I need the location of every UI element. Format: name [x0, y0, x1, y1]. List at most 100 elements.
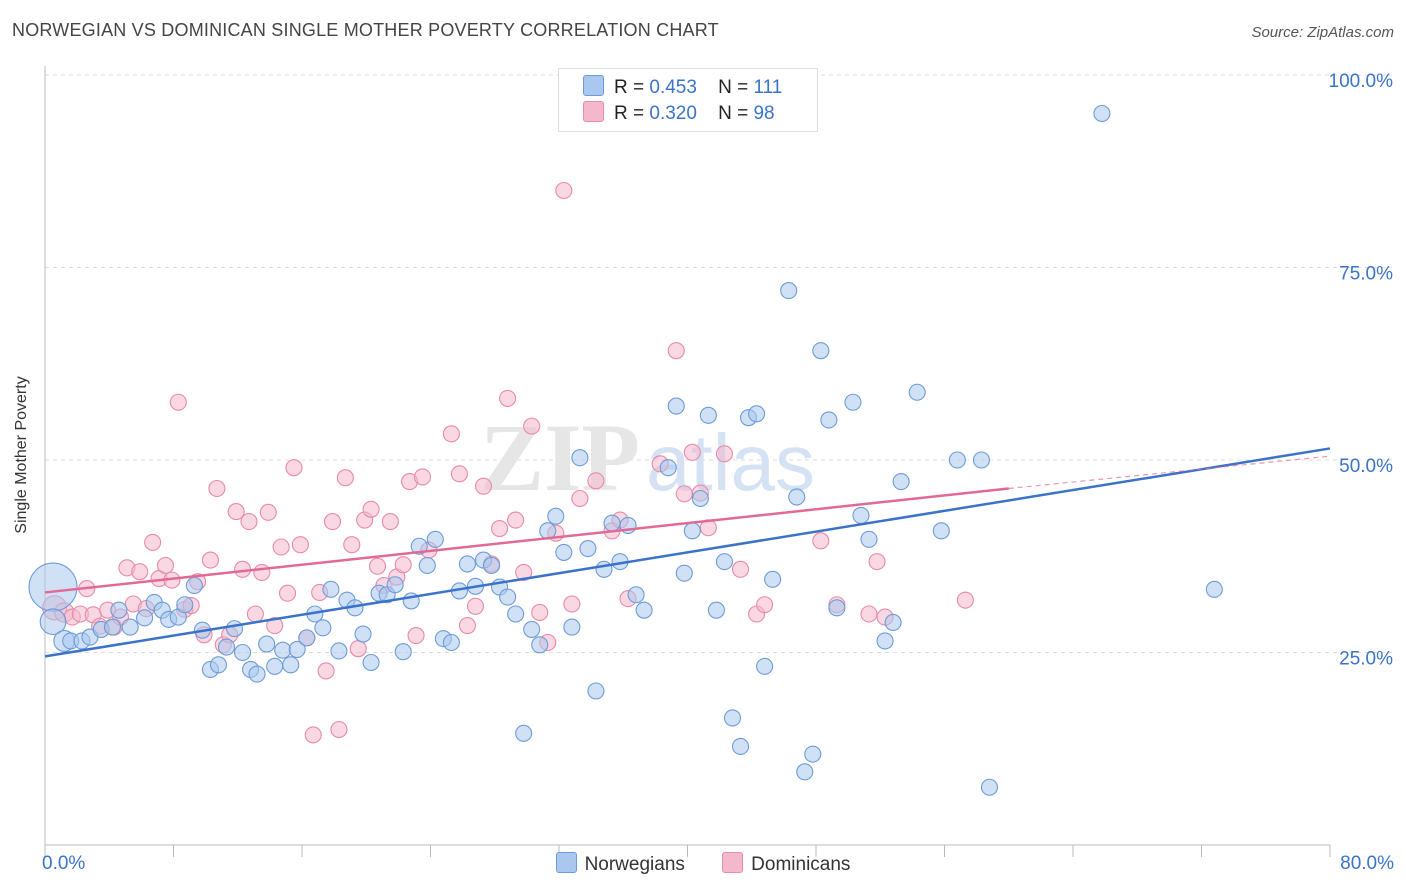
norwegian-point [780, 282, 798, 300]
correlation-legend: R = 0.453 N = 111 R = 0.320 N = 98 [558, 68, 818, 132]
norwegian-point [748, 405, 766, 423]
dominican-point [240, 513, 258, 531]
norwegian-point [515, 724, 533, 742]
source-label: Source: ZipAtlas.com [1251, 24, 1394, 41]
y-tick-labels: 25.0% 50.0% 75.0% 100.0% [1329, 71, 1394, 670]
grid-lines [45, 74, 1392, 653]
dominican-point [515, 563, 533, 581]
dominican-point [756, 596, 774, 614]
norwegian-point [1093, 104, 1111, 123]
norwegian-point [394, 643, 412, 661]
norwegian-point [482, 556, 501, 575]
norwegian-point [523, 620, 541, 638]
norwegian-point [667, 397, 685, 415]
norwegian-point [362, 653, 380, 672]
norwegian-point [579, 539, 597, 558]
dominican-point [272, 538, 290, 556]
norwegian-point [972, 451, 990, 469]
norwegian-point [136, 609, 154, 627]
norwegian-point [764, 570, 782, 588]
legend-n-label: N = [718, 103, 749, 124]
norwegian-point [860, 530, 878, 548]
dominican-point [131, 563, 149, 581]
y-tick-label: 50.0% [1339, 456, 1393, 477]
legend-item-dominicans: Dominicans [722, 852, 850, 876]
norwegians-points [28, 104, 1223, 796]
dominican-point [571, 489, 589, 508]
legend-r-value: 0.453 [649, 77, 697, 98]
dominican-point [169, 393, 187, 411]
watermark: ZIP atlas [480, 404, 815, 511]
norwegian-point [788, 488, 806, 506]
y-axis-label: Single Mother Poverty [13, 376, 30, 534]
norwegian-point [274, 641, 292, 659]
dominican-point [285, 459, 303, 477]
dominican-point [349, 640, 367, 658]
norwegian-point [707, 601, 725, 619]
norwegian-point [499, 588, 517, 606]
dominican-point [956, 591, 974, 609]
norwegian-point [892, 473, 910, 491]
legend-n-label: N = [718, 77, 749, 98]
norwegian-point [418, 556, 436, 575]
norwegian-point [828, 599, 846, 617]
norwegian-point [723, 709, 742, 727]
dominican-point [368, 557, 387, 575]
norwegian-point [531, 636, 549, 654]
norwegian-point [595, 560, 613, 578]
dominican-point [683, 443, 701, 461]
norwegian-point [547, 507, 565, 525]
dominican-point [555, 181, 573, 200]
norwegian-point [330, 642, 348, 660]
dominican-point [291, 536, 309, 554]
norwegian-point [248, 665, 266, 683]
norwegian-point [110, 601, 128, 619]
norwegian-point [507, 605, 525, 623]
y-tick-label: 75.0% [1339, 264, 1393, 285]
norwegian-point [121, 618, 139, 636]
axes [44, 66, 1331, 857]
norwegian-point [266, 657, 284, 675]
dominicans-trend-extension [1008, 455, 1331, 490]
dominican-point [812, 532, 830, 550]
dominican-point [381, 513, 399, 531]
legend-swatch-blue [583, 75, 604, 96]
dominican-point [208, 479, 226, 498]
norwegian-point [217, 638, 236, 656]
dominican-point [336, 469, 354, 487]
norwegian-point [884, 613, 902, 632]
norwegian-point [288, 640, 306, 658]
legend-swatch-blue [555, 852, 577, 873]
dominican-point [266, 616, 284, 635]
norwegian-point [715, 553, 733, 571]
norwegian-point [699, 406, 717, 424]
dominican-point [246, 605, 264, 623]
legend-label-norwegians: Norwegians [584, 854, 685, 875]
dominican-point [587, 472, 605, 490]
x-tick-label-max: 80.0% [1340, 853, 1394, 874]
norwegian-point [820, 411, 838, 429]
norwegian-point [225, 620, 244, 638]
dominican-point [450, 465, 468, 483]
dominican-point [466, 597, 485, 615]
dominican-point [491, 519, 509, 538]
norwegian-point [314, 619, 332, 637]
norwegian-point [282, 656, 300, 674]
dominican-point [442, 425, 460, 443]
norwegian-point [234, 643, 252, 662]
norwegian-point [948, 451, 966, 469]
chart-title: NORWEGIAN VS DOMINICAN SINGLE MOTHER POV… [12, 20, 719, 40]
dominican-point [323, 513, 342, 531]
dominican-point [156, 556, 175, 575]
norwegian-point [683, 522, 701, 540]
legend-row-dominicans: R = 0.320 N = 98 [583, 101, 775, 125]
dominican-point [458, 616, 476, 635]
dominican-point [407, 627, 425, 645]
norwegian-point [756, 657, 774, 675]
dominican-point [343, 536, 361, 554]
dominican-point [362, 500, 380, 518]
legend-r-label: R = [614, 103, 645, 124]
norwegian-point [796, 763, 814, 781]
series-legend: Norwegians Dominicans [0, 852, 1406, 876]
